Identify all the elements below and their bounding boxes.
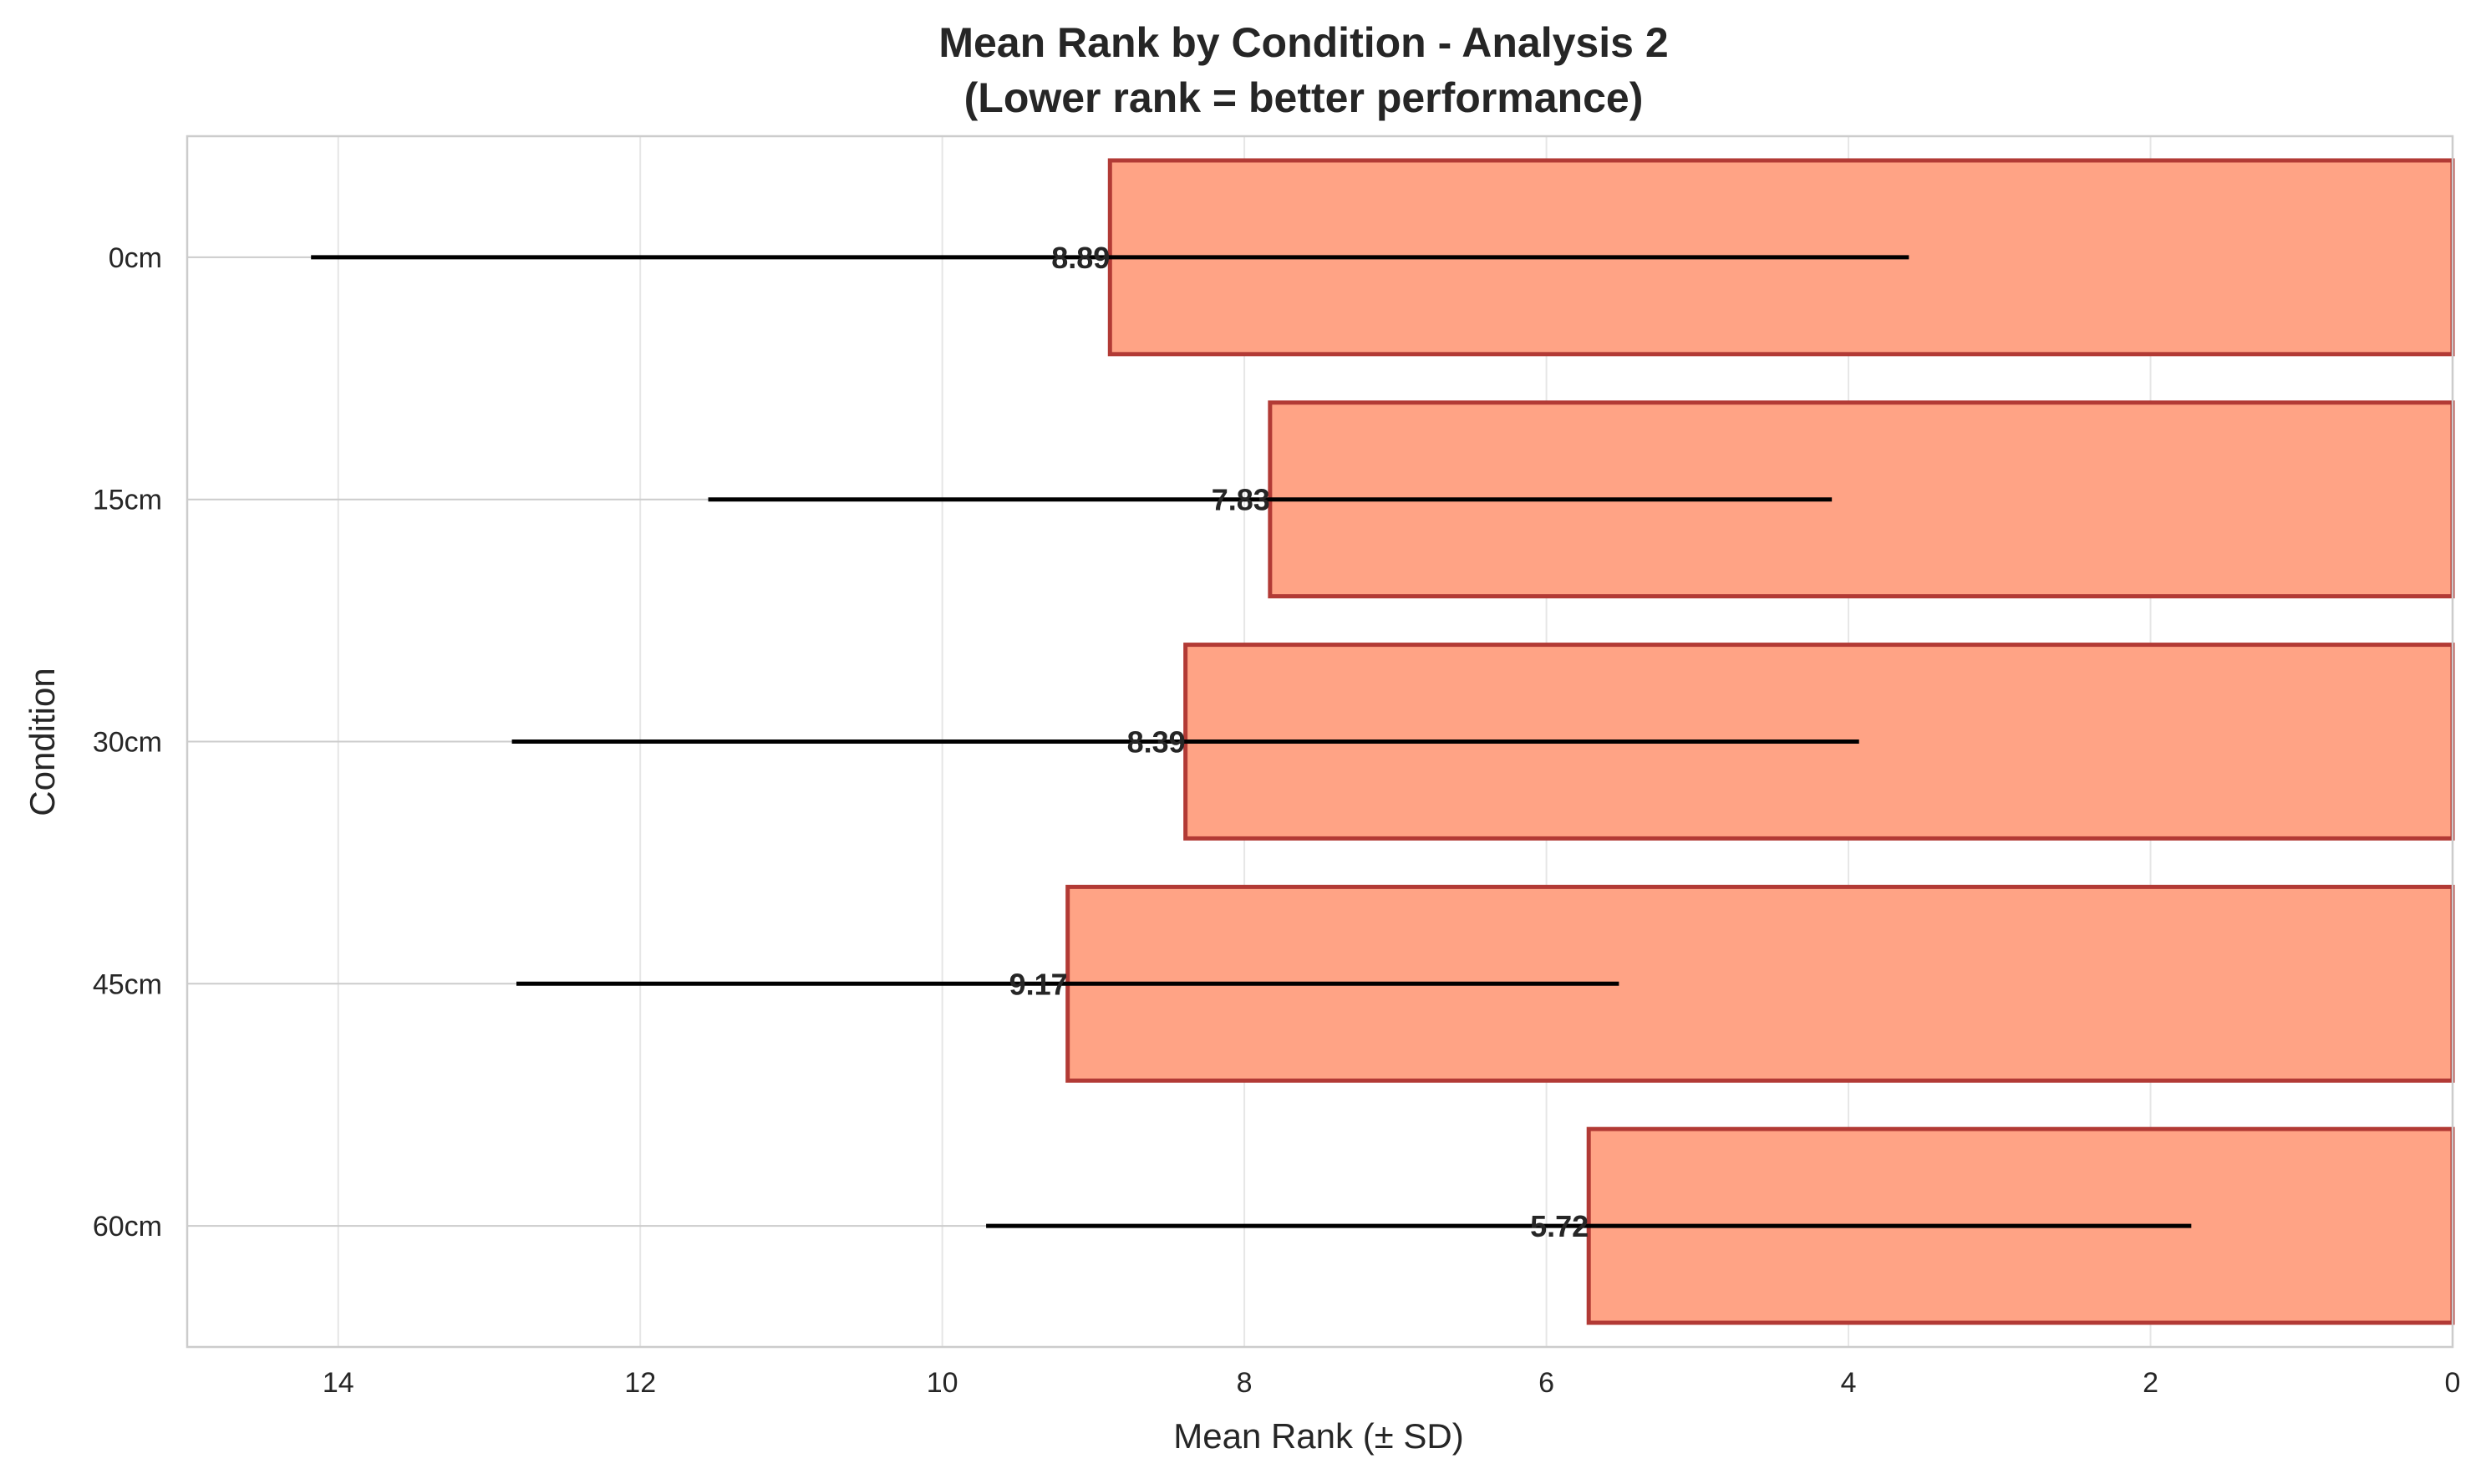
value-label: 7.83: [1212, 483, 1270, 517]
y-tick-labels: 0cm 15cm 30cm 45cm 60cm: [93, 242, 162, 1243]
value-label: 8.39: [1127, 725, 1186, 760]
y-tick-label: 45cm: [93, 968, 162, 1000]
y-tick-label: 15cm: [93, 485, 162, 516]
x-tick-labels: 14 12 10 8 6 4 2 0: [323, 1367, 2461, 1399]
chart-subtitle: (Lower rank = better performance): [964, 74, 1644, 121]
y-tick-label: 60cm: [93, 1211, 162, 1243]
x-tick-label: 4: [1841, 1367, 1857, 1399]
x-tick-label: 14: [323, 1367, 354, 1399]
chart-title: Mean Rank by Condition - Analysis 2: [938, 19, 1668, 66]
x-tick-label: 12: [624, 1367, 656, 1399]
x-tick-label: 2: [2143, 1367, 2158, 1399]
value-labels: 8.89 7.83 8.39 9.17 5.72: [1009, 241, 1589, 1243]
value-label: 5.72: [1530, 1209, 1589, 1243]
plot-frame: [186, 135, 2454, 1349]
y-tick-label: 30cm: [93, 727, 162, 759]
x-tick-label: 6: [1538, 1367, 1554, 1399]
y-axis-label: Condition: [23, 668, 62, 816]
value-label: 8.89: [1051, 241, 1110, 275]
x-tick-label: 8: [1237, 1367, 1253, 1399]
x-axis-label: Mean Rank (± SD): [1173, 1416, 1463, 1456]
y-tick-label: 0cm: [109, 242, 162, 274]
error-bars: [311, 255, 2192, 1228]
value-label: 9.17: [1009, 967, 1068, 1001]
x-tick-label: 0: [2445, 1367, 2461, 1399]
x-tick-label: 10: [927, 1367, 958, 1399]
